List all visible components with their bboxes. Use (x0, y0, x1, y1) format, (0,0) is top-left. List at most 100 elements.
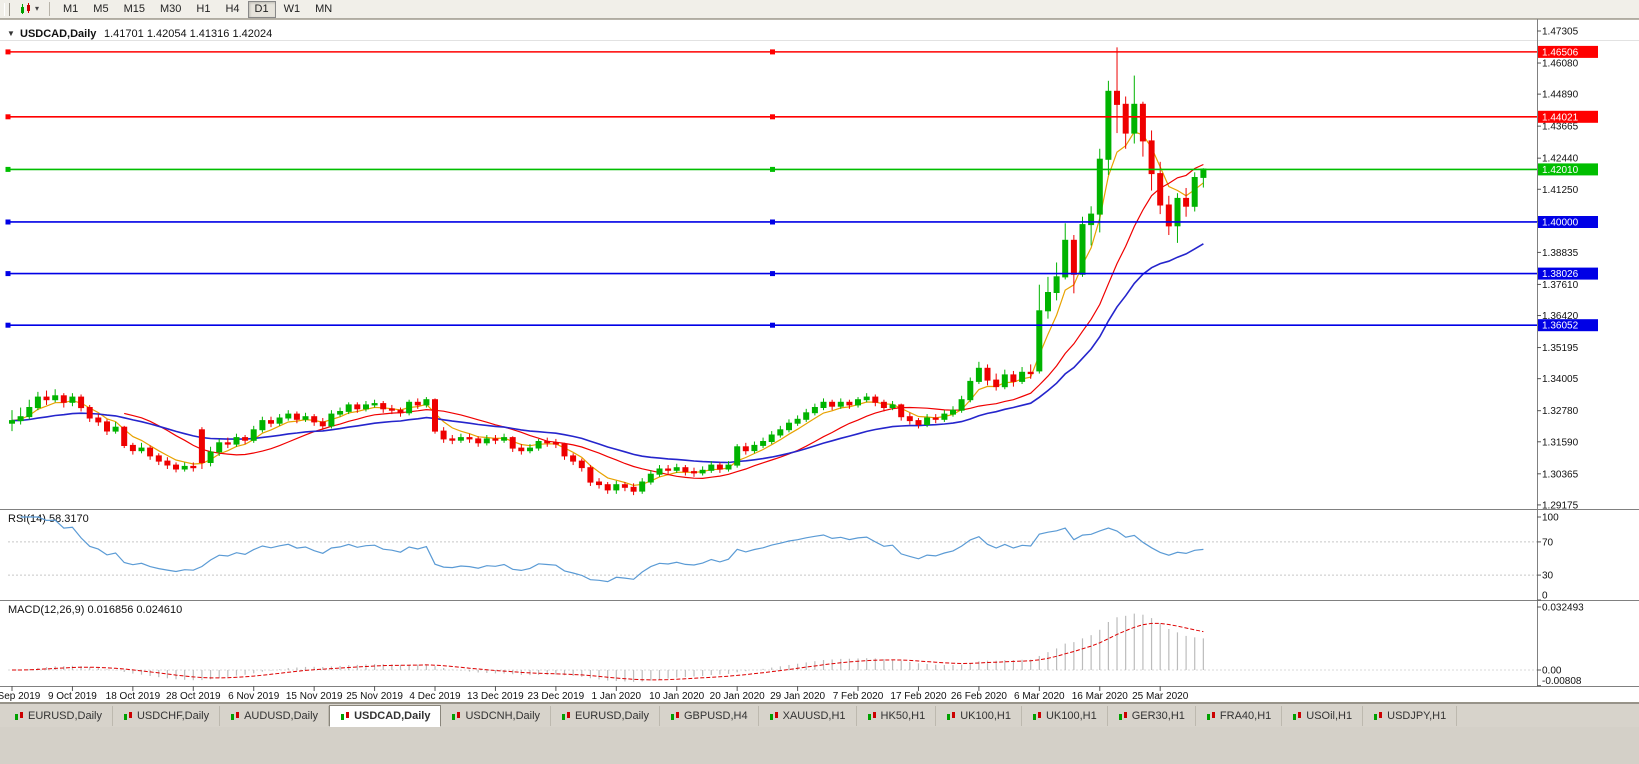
level-handle[interactable] (770, 49, 775, 55)
candle-body (665, 468, 672, 471)
candle-body (1045, 292, 1051, 312)
chart-tab-audusd-daily[interactable]: AUDUSD,Daily (220, 706, 330, 726)
date-label: 23 Dec 2019 (528, 691, 585, 702)
price-tag (1538, 319, 1598, 332)
candle-body (760, 441, 767, 446)
candle-body (432, 399, 438, 432)
timeframe-button-h1[interactable]: H1 (189, 1, 217, 18)
level-handle[interactable] (770, 219, 775, 225)
chart-tab-usdjpy-h1[interactable]: USDJPY,H1 (1363, 706, 1458, 726)
timeframe-button-m5[interactable]: M5 (86, 1, 115, 18)
timeframe-button-m1[interactable]: M1 (56, 1, 85, 18)
chart-tab-label: UK100,H1 (960, 710, 1011, 722)
candle-body (1183, 197, 1190, 207)
level-handle[interactable] (5, 322, 11, 328)
timeframe-button-w1[interactable]: W1 (277, 1, 308, 18)
timeframe-button-d1[interactable]: D1 (247, 0, 276, 18)
candle-body (803, 412, 810, 420)
level-handle[interactable] (770, 166, 775, 172)
candle-body (276, 417, 283, 424)
level-handle[interactable] (5, 49, 11, 55)
candle-body (509, 437, 516, 449)
date-label: 7 Feb 2020 (833, 691, 884, 702)
chart-tab-uk100-h1[interactable]: UK100,H1 (936, 706, 1022, 726)
chart-tab-icon (1293, 712, 1302, 720)
chart-window[interactable]: ▼ USDCAD,Daily 1.41701 1.42054 1.41316 1… (0, 19, 1639, 703)
candle-body (604, 484, 611, 491)
timeframe-button-mn[interactable]: MN (308, 1, 339, 18)
chart-tab-usdchf-daily[interactable]: USDCHF,Daily (112, 706, 221, 726)
level-handle[interactable] (5, 166, 11, 172)
macd-label: MACD(12,26,9) 0.016856 0.024610 (8, 604, 182, 616)
timeframe-button-m15[interactable]: M15 (117, 1, 152, 18)
candle-body (1148, 140, 1155, 175)
chart-tab-gbpusd-h4[interactable]: GBPUSD,H4 (660, 706, 759, 726)
candle-body (293, 413, 300, 420)
level-handle[interactable] (5, 271, 11, 277)
level-handle[interactable] (5, 219, 11, 225)
candle-body (742, 446, 749, 452)
candle-body (552, 442, 559, 445)
chart-tab-label: USDCHF,Daily (136, 710, 210, 722)
candle-body (518, 447, 525, 452)
chart-tab-hk50-h1[interactable]: HK50,H1 (856, 706, 937, 726)
chart-tab-usoil-h1[interactable]: USOil,H1 (1282, 706, 1364, 726)
candle-body (725, 464, 732, 470)
price-tag (1538, 216, 1598, 228)
candle-body (242, 437, 249, 441)
candle-body (138, 447, 145, 452)
chart-tab-eurusd-daily[interactable]: EURUSD,Daily (551, 706, 660, 726)
candle-body (673, 467, 680, 471)
price-tag-label: 1.36052 (1542, 321, 1579, 332)
candle-body (52, 395, 59, 401)
candle-body (380, 403, 387, 410)
chart-tab-icon (867, 712, 876, 720)
candle-body (768, 434, 775, 442)
candle-body (216, 442, 223, 453)
candle-body (112, 426, 119, 432)
chart-tab-usdcnh-daily[interactable]: USDCNH,Daily (441, 706, 552, 726)
chart-tab-ger30-h1[interactable]: GER30,H1 (1107, 706, 1196, 726)
chart-tab-icon (123, 712, 132, 720)
date-label: 26 Feb 2020 (951, 691, 1008, 702)
chart-tab-label: FRA40,H1 (1219, 710, 1272, 722)
chart-tab-icon (562, 712, 571, 720)
candle-body (155, 455, 162, 462)
candle-body (457, 437, 464, 441)
chart-tab-eurusd-daily[interactable]: EURUSD,Daily (4, 706, 113, 726)
level-handle[interactable] (5, 114, 11, 120)
date-label: 30 Sep 2019 (0, 691, 41, 702)
price-axis-label: 1.37610 (1542, 280, 1579, 291)
chart-tab-icon (1032, 712, 1041, 720)
candle-body (319, 421, 326, 427)
candle-body (121, 426, 128, 447)
candle-body (224, 442, 231, 445)
candle-body (993, 379, 1000, 388)
candle-body (1139, 103, 1146, 142)
macd-axis-label: 0.00 (1542, 666, 1562, 677)
chart-type-button[interactable]: ▾ (15, 1, 43, 17)
candle-body (734, 446, 741, 466)
level-handle[interactable] (770, 322, 775, 328)
chart-tab-icon (1118, 712, 1127, 720)
window-collapse-icon[interactable]: ▼ (7, 29, 15, 38)
macd-axis-label: -0.00808 (1542, 676, 1582, 687)
chart-tab-label: USDCNH,Daily (465, 710, 541, 722)
level-handle[interactable] (770, 114, 775, 120)
price-chart[interactable]: ▼ USDCAD,Daily 1.41701 1.42054 1.41316 1… (0, 19, 1639, 703)
chart-tab-icon (769, 712, 778, 720)
timeframe-button-m30[interactable]: M30 (153, 1, 188, 18)
toolbar-grip[interactable] (4, 2, 10, 16)
price-axis-label: 1.46080 (1542, 59, 1579, 70)
chart-tab-usdcad-daily[interactable]: USDCAD,Daily (329, 705, 442, 727)
chart-tab-uk100-h1[interactable]: UK100,H1 (1021, 706, 1108, 726)
candle-body (915, 420, 922, 426)
price-tag (1538, 45, 1598, 58)
candle-body (786, 422, 792, 431)
price-tag (1538, 110, 1598, 123)
level-handle[interactable] (770, 271, 775, 277)
candle-body (173, 464, 179, 470)
chart-tab-fra40-h1[interactable]: FRA40,H1 (1195, 706, 1283, 726)
timeframe-button-h4[interactable]: H4 (218, 1, 246, 18)
chart-tab-xauusd-h1[interactable]: XAUUSD,H1 (758, 706, 857, 726)
